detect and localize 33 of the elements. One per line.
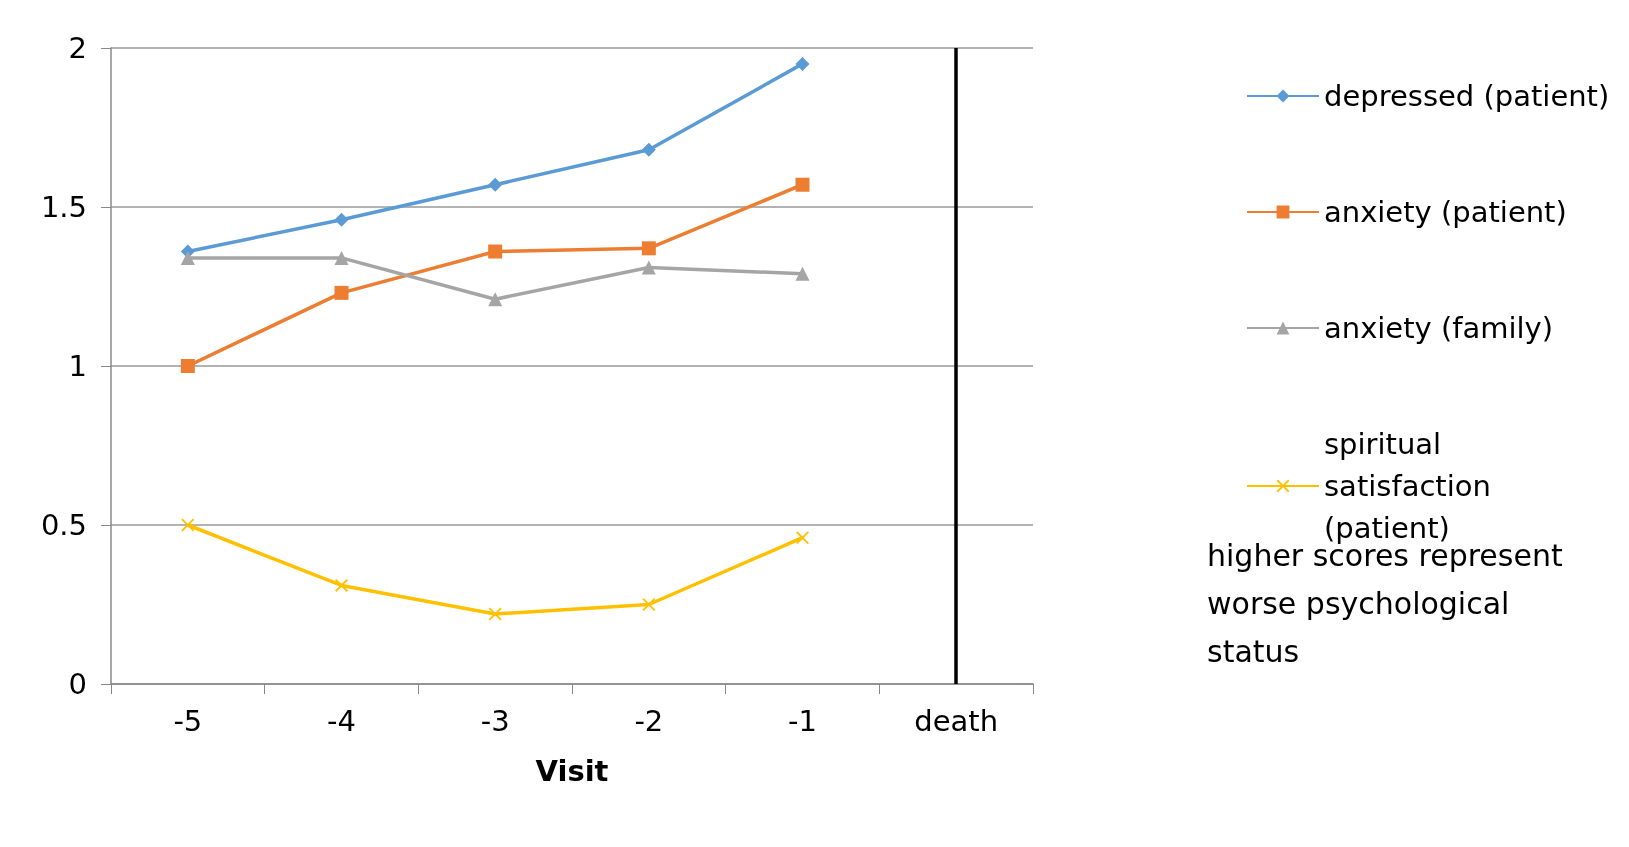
legend-label: anxiety (patient) [1324, 195, 1567, 229]
point [641, 241, 656, 256]
point [795, 266, 810, 281]
y-tick-label: 0.5 [40, 508, 87, 542]
x-tick-label: -4 [327, 703, 356, 738]
y-tick-label: 0 [68, 667, 87, 701]
point [180, 250, 195, 265]
point [180, 359, 195, 373]
point [335, 578, 348, 592]
x-tick-label: -3 [480, 703, 510, 738]
point [796, 531, 809, 545]
point [488, 177, 503, 192]
point [181, 518, 195, 532]
y-tick-label: 1.5 [40, 190, 87, 224]
point [641, 260, 656, 275]
x-tick-label: -2 [634, 703, 664, 738]
y-tick-label: 1 [68, 349, 87, 383]
point [488, 607, 502, 621]
point [334, 212, 349, 227]
point [795, 177, 810, 192]
point [334, 285, 349, 300]
x-tick-label: -5 [173, 703, 203, 738]
point [795, 56, 810, 71]
y-tick-label: 2 [68, 31, 87, 65]
legend-label: depressed (patient) [1324, 79, 1610, 113]
point [641, 142, 656, 157]
point [334, 250, 349, 265]
legend-label: anxiety (family) [1324, 311, 1554, 345]
x-tick-label: death [914, 703, 999, 738]
point [488, 292, 503, 307]
x-axis-title: Visit [535, 753, 609, 788]
point [488, 244, 503, 259]
x-tick-label: -1 [788, 703, 817, 738]
